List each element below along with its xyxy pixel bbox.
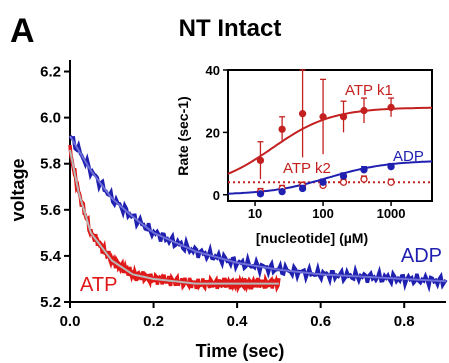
inset-x-tick-label: 10: [248, 206, 262, 221]
inset-label-atp-k2: ATP k2: [283, 160, 331, 177]
inset-point-adp: [298, 184, 307, 193]
inset-point-adp: [360, 166, 368, 174]
inset-label-adp: ADP: [393, 148, 424, 165]
inset-point-adp: [256, 190, 265, 198]
inset-plot-area: 10 100 1000 0 20 40 ATP k1 ATP k2 ADP: [206, 63, 433, 221]
panel-label: A: [10, 12, 35, 50]
main-chart-title: NT Intact: [179, 15, 282, 42]
main-plot-area: 0.0 0.2 0.4 0.6 0.8 5.2 5.4 5.6 5.8 6.0 6.2 ATP ADP: [40, 60, 448, 330]
x-tick-label: 0.0: [60, 313, 81, 330]
inset-point-atp-k1: [319, 113, 327, 121]
main-chart-ylabel: voltage: [8, 158, 28, 221]
y-tick-label: 6.0: [40, 110, 61, 127]
inset-point-atp-k1: [256, 156, 265, 165]
inset-point-atp-k1: [360, 106, 368, 115]
series-label-adp: ADP: [401, 245, 442, 267]
y-tick-label: 5.4: [40, 248, 62, 265]
x-tick-label: 0.4: [227, 313, 249, 330]
y-tick-label: 5.8: [40, 156, 61, 173]
inset-point-atp-k1: [387, 103, 395, 112]
series-label-atp: ATP: [80, 274, 117, 296]
inset-point-atp-k2: [387, 178, 395, 186]
inset-xlabel: [nucleotide] (µM): [256, 230, 368, 246]
y-tick-label: 6.2: [40, 64, 61, 81]
inset-label-atp-k1: ATP k1: [345, 82, 393, 99]
inset-point-atp-k1: [278, 125, 286, 133]
main-chart-xlabel: Time (sec): [196, 341, 285, 361]
inset-y-tick-label: 20: [206, 125, 220, 140]
y-tick-label: 5.6: [40, 202, 61, 219]
inset-fit-atp-k1: [227, 106, 432, 175]
inset-x-tick-label: 1000: [377, 206, 406, 221]
series-fit-adp: [69, 135, 447, 283]
y-tick-label: 5.2: [40, 294, 61, 311]
inset-point-adp: [319, 178, 327, 186]
inset-y-tick-label: 0: [213, 188, 220, 203]
inset-y-tick-label: 40: [206, 63, 220, 78]
inset-point-atp-k2: [339, 178, 348, 186]
inset-point-atp-k2: [360, 175, 368, 183]
inset-point-atp-k1: [339, 113, 348, 121]
inset-x-tick-label: 100: [312, 206, 334, 221]
inset-ylabel: Rate (sec-1): [175, 96, 191, 175]
x-tick-label: 0.2: [143, 313, 164, 330]
inset-frame: [227, 69, 433, 202]
inset-point-adp: [339, 172, 348, 180]
series-fit-atp: [69, 149, 279, 285]
x-tick-label: 0.8: [394, 313, 415, 330]
inset-point-atp-k1: [298, 110, 307, 118]
x-tick-label: 0.6: [310, 313, 331, 330]
inset-point-adp: [278, 187, 286, 196]
inset-point-adp: [387, 163, 395, 171]
